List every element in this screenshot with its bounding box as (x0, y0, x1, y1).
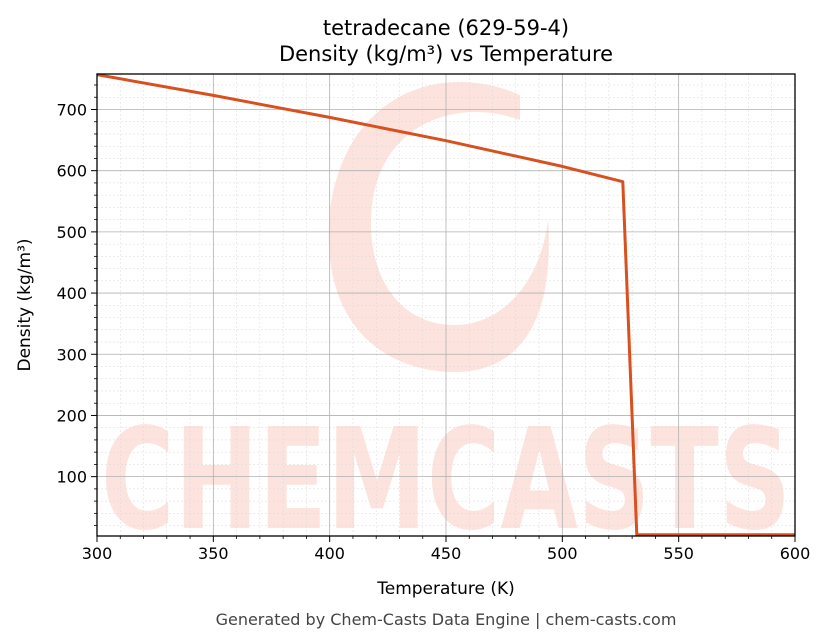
y-tick-label: 500 (56, 223, 87, 242)
density-series-line (96, 73, 795, 537)
y-tick-label: 600 (56, 162, 87, 181)
x-tick-label: 400 (314, 544, 345, 563)
y-tick-labels: 100 200 300 400 500 600 700 (56, 100, 87, 486)
chart-title-line1: tetradecane (629-59-4) (323, 16, 569, 40)
footer-credit: Generated by Chem-Casts Data Engine | ch… (216, 610, 677, 629)
y-tick-label: 200 (56, 406, 87, 425)
x-tick-label: 300 (82, 544, 113, 563)
major-grid (97, 74, 795, 536)
x-tick-label: 600 (780, 544, 811, 563)
series-layer (96, 73, 795, 537)
axis-ticks (91, 84, 796, 542)
x-tick-label: 350 (198, 544, 229, 563)
y-axis-label: Density (kg/m³) (15, 238, 35, 371)
x-tick-labels: 300 350 400 450 500 550 600 (82, 544, 811, 563)
watermark-swirl (328, 82, 549, 372)
y-tick-label: 400 (56, 284, 87, 303)
y-tick-label: 100 (56, 468, 87, 487)
y-tick-label: 300 (56, 345, 87, 364)
x-tick-label: 450 (431, 544, 462, 563)
chart-title-line2: Density (kg/m³) vs Temperature (279, 42, 613, 66)
x-axis-label: Temperature (K) (376, 579, 515, 599)
y-tick-label: 700 (56, 100, 87, 119)
x-tick-label: 550 (663, 544, 694, 563)
x-tick-label: 500 (547, 544, 578, 563)
